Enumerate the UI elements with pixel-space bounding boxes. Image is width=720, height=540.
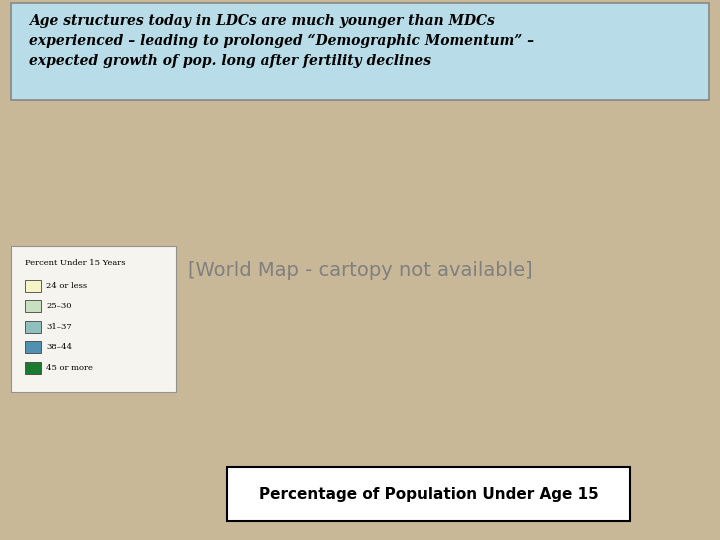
FancyBboxPatch shape: [11, 3, 709, 100]
FancyBboxPatch shape: [11, 246, 176, 392]
Text: [World Map - cartopy not available]: [World Map - cartopy not available]: [188, 260, 532, 280]
Text: 24 or less: 24 or less: [46, 282, 87, 289]
FancyBboxPatch shape: [25, 321, 41, 333]
Text: Percentage of Population Under Age 15: Percentage of Population Under Age 15: [258, 487, 598, 502]
FancyBboxPatch shape: [227, 467, 630, 521]
FancyBboxPatch shape: [25, 280, 41, 292]
Text: 31–37: 31–37: [46, 323, 72, 330]
Text: 45 or more: 45 or more: [46, 364, 93, 372]
FancyBboxPatch shape: [25, 300, 41, 312]
Text: Percent Under 15 Years: Percent Under 15 Years: [25, 259, 126, 267]
Text: Age structures today in LDCs are much younger than MDCs
experienced – leading to: Age structures today in LDCs are much yo…: [29, 14, 534, 68]
Text: 25–30: 25–30: [46, 302, 71, 310]
FancyBboxPatch shape: [25, 341, 41, 353]
Text: 38–44: 38–44: [46, 343, 72, 351]
FancyBboxPatch shape: [25, 362, 41, 374]
